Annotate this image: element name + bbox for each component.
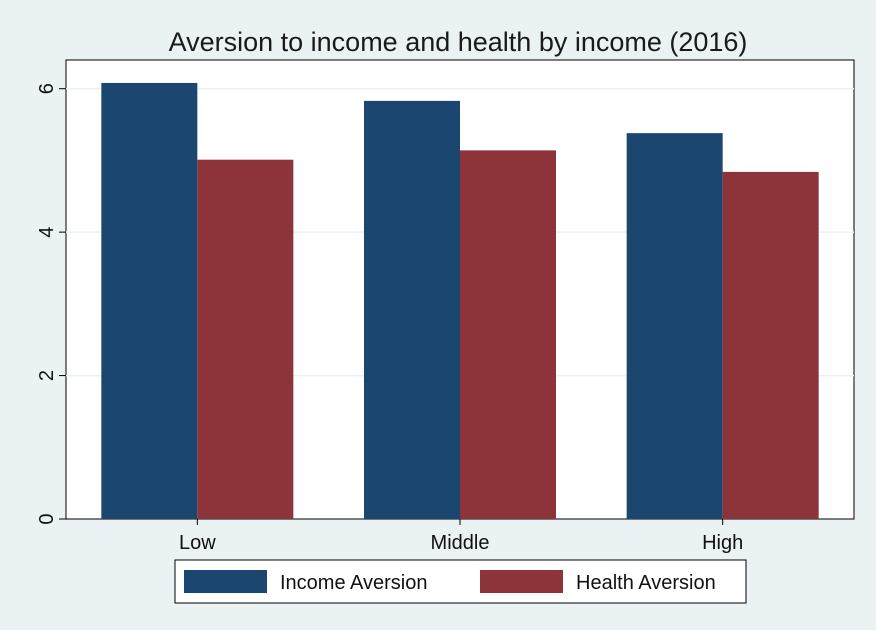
bar-health-aversion-middle [460, 150, 556, 519]
x-axis: Low Middle High [179, 519, 743, 554]
legend-label: Income Aversion [280, 572, 428, 594]
bar-income-aversion-middle [364, 100, 460, 519]
bar-health-aversion-high [722, 171, 819, 519]
legend: Income Aversion Health Aversion [174, 559, 747, 604]
legend-box [174, 559, 747, 604]
x-tick-label: High [702, 532, 743, 554]
y-tick-label: 0 [36, 513, 58, 524]
x-tick-label: Middle [431, 532, 490, 554]
bar-income-aversion-low [101, 82, 198, 519]
y-tick-label: 6 [36, 83, 58, 94]
x-tick-label: Low [179, 532, 216, 554]
bar-health-aversion-low [197, 159, 294, 519]
bars [101, 82, 819, 519]
bar-income-aversion-high [626, 133, 723, 519]
legend-swatch [184, 570, 267, 593]
y-tick-label: 4 [36, 227, 58, 238]
y-tick-label: 2 [36, 370, 58, 381]
y-axis: 0 2 4 6 [36, 83, 66, 525]
legend-label: Health Aversion [576, 572, 716, 594]
chart-title: Aversion to income and health by income … [169, 27, 748, 57]
legend-swatch [480, 570, 563, 593]
